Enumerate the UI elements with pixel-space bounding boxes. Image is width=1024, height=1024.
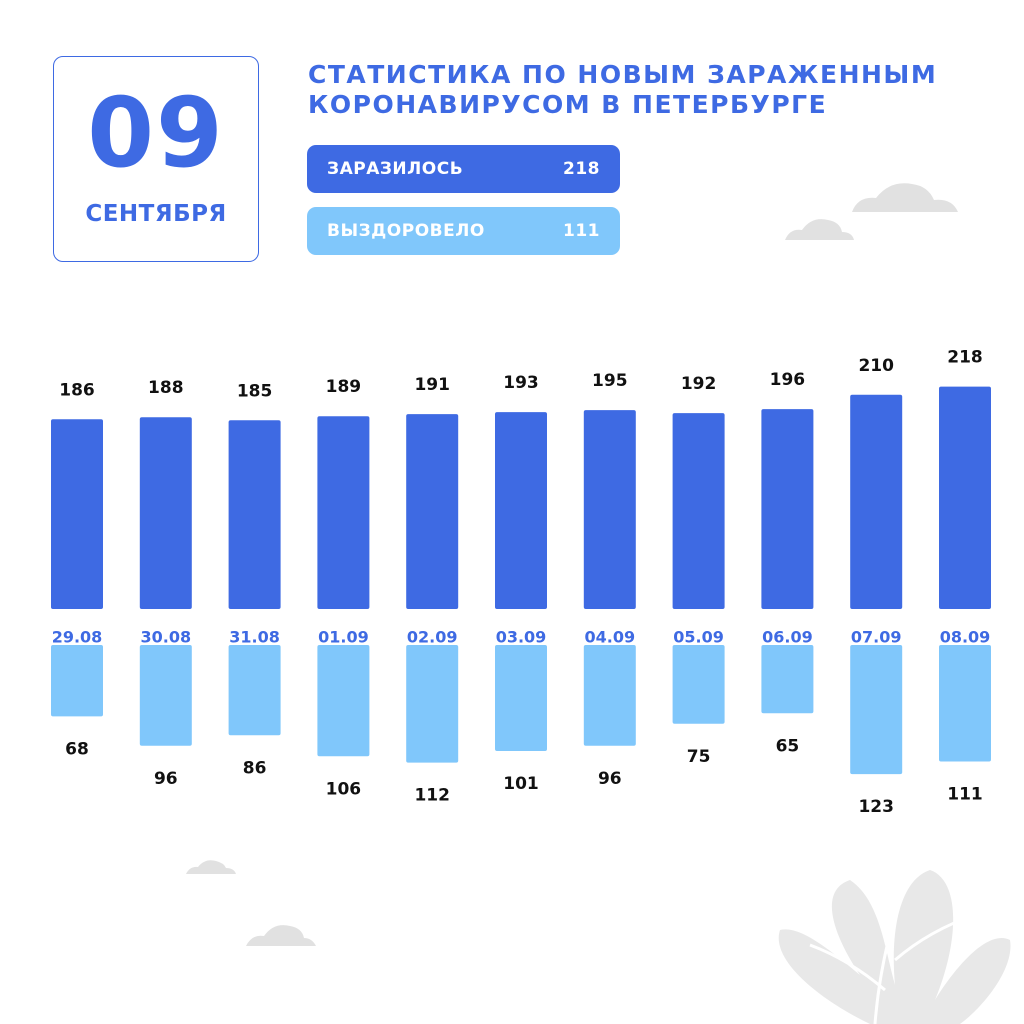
recovered-bar [495, 645, 547, 752]
recovered-value-label: 68 [65, 739, 89, 759]
infected-value-label: 191 [414, 375, 450, 395]
date-tick-label: 05.09 [673, 628, 724, 647]
recovered-label: ВЫЗДОРОВЕЛО [327, 221, 485, 241]
recovered-value: 111 [563, 221, 600, 241]
infected-value-label: 218 [947, 348, 983, 368]
title-line-2: КОРОНАВИРУСОМ В ПЕТЕРБУРГЕ [308, 90, 828, 119]
date-tick-label: 07.09 [851, 628, 902, 647]
leaf-icon [778, 870, 1011, 1024]
recovered-bar [761, 645, 814, 714]
infected-value-label: 188 [148, 378, 184, 398]
infected-bar [495, 412, 547, 609]
recovered-bar [850, 645, 903, 775]
infected-bar [939, 386, 991, 609]
infected-summary: ЗАРАЗИЛОСЬ 218 [307, 145, 620, 193]
infected-bar [850, 394, 903, 609]
cloud-icon [785, 219, 854, 240]
date-day: 09 [87, 77, 225, 189]
recovered-bar [406, 645, 459, 763]
recovered-value-label: 106 [326, 779, 362, 799]
infected-bar [672, 413, 725, 609]
date-tick-label: 31.08 [229, 628, 280, 647]
date-tick-label: 04.09 [584, 628, 635, 647]
infected-label: ЗАРАЗИЛОСЬ [327, 159, 464, 179]
recovered-value-label: 101 [503, 774, 539, 794]
infected-bar [761, 409, 814, 609]
infected-bar [51, 419, 103, 609]
recovered-value-label: 123 [858, 797, 894, 817]
infected-bar [228, 420, 281, 609]
recovered-value-label: 96 [598, 769, 622, 789]
recovered-bar [228, 645, 281, 736]
date-tick-label: 29.08 [52, 628, 103, 647]
infected-value-label: 196 [770, 370, 806, 390]
infected-value-label: 192 [681, 374, 717, 394]
cloud-icon [246, 925, 316, 946]
infected-value-label: 193 [503, 373, 539, 393]
title-line-1: СТАТИСТИКА ПО НОВЫМ ЗАРАЖЕННЫМ [308, 60, 938, 89]
date-card: 09 СЕНТЯБРЯ [53, 56, 259, 262]
date-tick-label: 01.09 [318, 628, 369, 647]
date-tick-label: 02.09 [407, 628, 458, 647]
date-tick-label: 06.09 [762, 628, 813, 647]
recovered-value-label: 96 [154, 769, 178, 789]
recovered-bar [139, 645, 192, 746]
infected-bar [583, 410, 636, 609]
page-title: СТАТИСТИКА ПО НОВЫМ ЗАРАЖЕННЫМ КОРОНАВИР… [308, 60, 948, 120]
recovered-value-label: 75 [687, 747, 711, 767]
recovered-value-label: 86 [243, 758, 267, 778]
infected-value-label: 189 [326, 377, 362, 397]
cloud-icon [186, 860, 236, 874]
cloud-icon [852, 183, 958, 212]
infected-value-label: 186 [59, 380, 95, 400]
date-month: СЕНТЯБРЯ [85, 201, 227, 227]
date-tick-label: 03.09 [496, 628, 547, 647]
date-tick-label: 08.09 [940, 628, 991, 647]
infected-value: 218 [563, 159, 600, 179]
recovered-value-label: 112 [414, 786, 450, 806]
recovered-bar [672, 645, 725, 724]
recovered-value-label: 65 [776, 736, 800, 756]
recovered-bar [583, 645, 636, 746]
infected-bar [139, 417, 192, 609]
infected-value-label: 185 [237, 381, 273, 401]
recovered-bar [317, 645, 370, 757]
infected-value-label: 210 [858, 356, 894, 376]
infected-bar [406, 414, 459, 609]
recovered-summary: ВЫЗДОРОВЕЛО 111 [307, 207, 620, 255]
recovered-bar [51, 645, 103, 717]
infected-bar [317, 416, 370, 609]
infected-value-label: 195 [592, 371, 628, 391]
recovered-bar [939, 645, 991, 762]
recovered-value-label: 111 [947, 785, 983, 805]
date-tick-label: 30.08 [140, 628, 191, 647]
bar-chart: 186 29.08 68 188 30.08 96 185 31.08 86 189 01.09 10… [51, 348, 991, 817]
